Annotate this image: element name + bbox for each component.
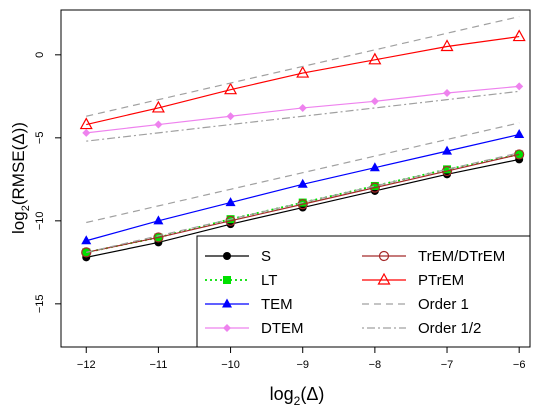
y-tick-label: −5 (34, 132, 46, 145)
legend-label: TEM (261, 296, 293, 313)
legend-item-tem: TEM (205, 296, 293, 313)
y-tick-label: 0 (34, 52, 46, 58)
legend-item-order-1: Order 1 (362, 296, 469, 313)
series-guide-9 (86, 152, 520, 253)
x-tick-label: −9 (296, 359, 309, 371)
legend-label: PTrEM (418, 272, 464, 289)
y-axis-title: log2(RMSE(Δ)) (9, 122, 32, 234)
x-axis-title: log2(Δ) (270, 384, 325, 408)
data-point-ptrem (368, 52, 382, 65)
data-point-ptrem (79, 117, 93, 130)
legend-swatch-marker (378, 250, 390, 262)
x-tick-label: −7 (441, 359, 454, 371)
data-point-lt (370, 181, 379, 190)
legend-swatch-marker (222, 298, 232, 308)
data-point-ptrem (440, 39, 454, 52)
y-tick-label: −10 (34, 211, 46, 230)
data-point-tem (369, 162, 380, 172)
data-point-dtem (370, 97, 379, 106)
legend: S LT TEM DTEM TrEM/DTrEM PTrEM Order 1 Order 1/… (196, 235, 531, 348)
data-point-trem-dtrem (369, 182, 380, 193)
data-point-dtem (515, 82, 524, 91)
series-layer (79, 16, 526, 262)
legend-swatch-marker (223, 324, 231, 332)
series-line-trem-dtrem (86, 153, 520, 253)
data-point-tem (297, 178, 308, 188)
data-point-ptrem (151, 100, 165, 113)
data-point-trem-dtrem (225, 215, 236, 226)
series-order-1-2-7 (86, 90, 520, 142)
series-dtem-3 (82, 82, 524, 137)
data-point-ptrem (296, 65, 310, 78)
y-tick-label: −15 (34, 295, 46, 314)
legend-label: S (261, 248, 271, 265)
legend-swatch-marker (223, 276, 231, 284)
data-point-dtem (443, 89, 452, 98)
data-point-trem-dtrem (514, 149, 525, 160)
data-point-ptrem (512, 29, 526, 42)
x-tick-label: −8 (369, 359, 382, 371)
legend-label: LT (261, 272, 277, 289)
legend-item-dtem: DTEM (205, 320, 304, 337)
series-line-order-1 (86, 16, 520, 117)
data-point-dtem (82, 128, 91, 137)
legend-label: Order 1/2 (418, 320, 481, 337)
data-point-tem (81, 235, 92, 245)
data-point-dtem (154, 120, 163, 129)
data-point-lt (443, 165, 452, 174)
series-line-guide (86, 152, 520, 253)
series-guide-8 (86, 122, 520, 224)
series-line-order-1-2 (86, 90, 520, 142)
data-point-tem (225, 197, 236, 207)
series-ptrem-5 (79, 29, 526, 130)
legend-item-lt: LT (205, 272, 277, 289)
data-point-trem-dtrem (297, 199, 308, 210)
series-trem-dtrem-4 (81, 149, 525, 258)
legend-item-order-1-2: Order 1/2 (362, 320, 481, 337)
series-line-guide (86, 122, 520, 224)
data-point-trem-dtrem (441, 165, 453, 177)
legend-label: Order 1 (418, 296, 469, 313)
series-line-ptrem (86, 35, 520, 126)
data-point-tem (514, 129, 525, 139)
data-point-tem (442, 145, 453, 155)
data-point-tem (153, 215, 164, 225)
data-point-dtem (298, 103, 307, 112)
legend-label: TrEM/DTrEM (418, 248, 505, 265)
series-order-1-6 (86, 16, 520, 117)
x-tick-label: −6 (513, 359, 526, 371)
data-point-trem-dtrem (153, 232, 164, 243)
legend-label: DTEM (261, 320, 304, 337)
data-point-dtem (226, 112, 235, 121)
legend-item-s: S (205, 248, 271, 265)
legend-item-ptrem: PTrEM (362, 272, 464, 289)
legend-swatch-marker (223, 252, 231, 260)
x-tick-label: −12 (77, 359, 96, 371)
data-point-ptrem (224, 82, 238, 95)
legend-swatch-marker (377, 272, 391, 285)
series-tem-2 (81, 129, 525, 245)
x-tick-label: −10 (221, 359, 240, 371)
x-tick-label: −11 (149, 359, 167, 371)
data-point-trem-dtrem (81, 247, 92, 258)
legend-item-trem-dtrem: TrEM/DTrEM (362, 248, 505, 265)
